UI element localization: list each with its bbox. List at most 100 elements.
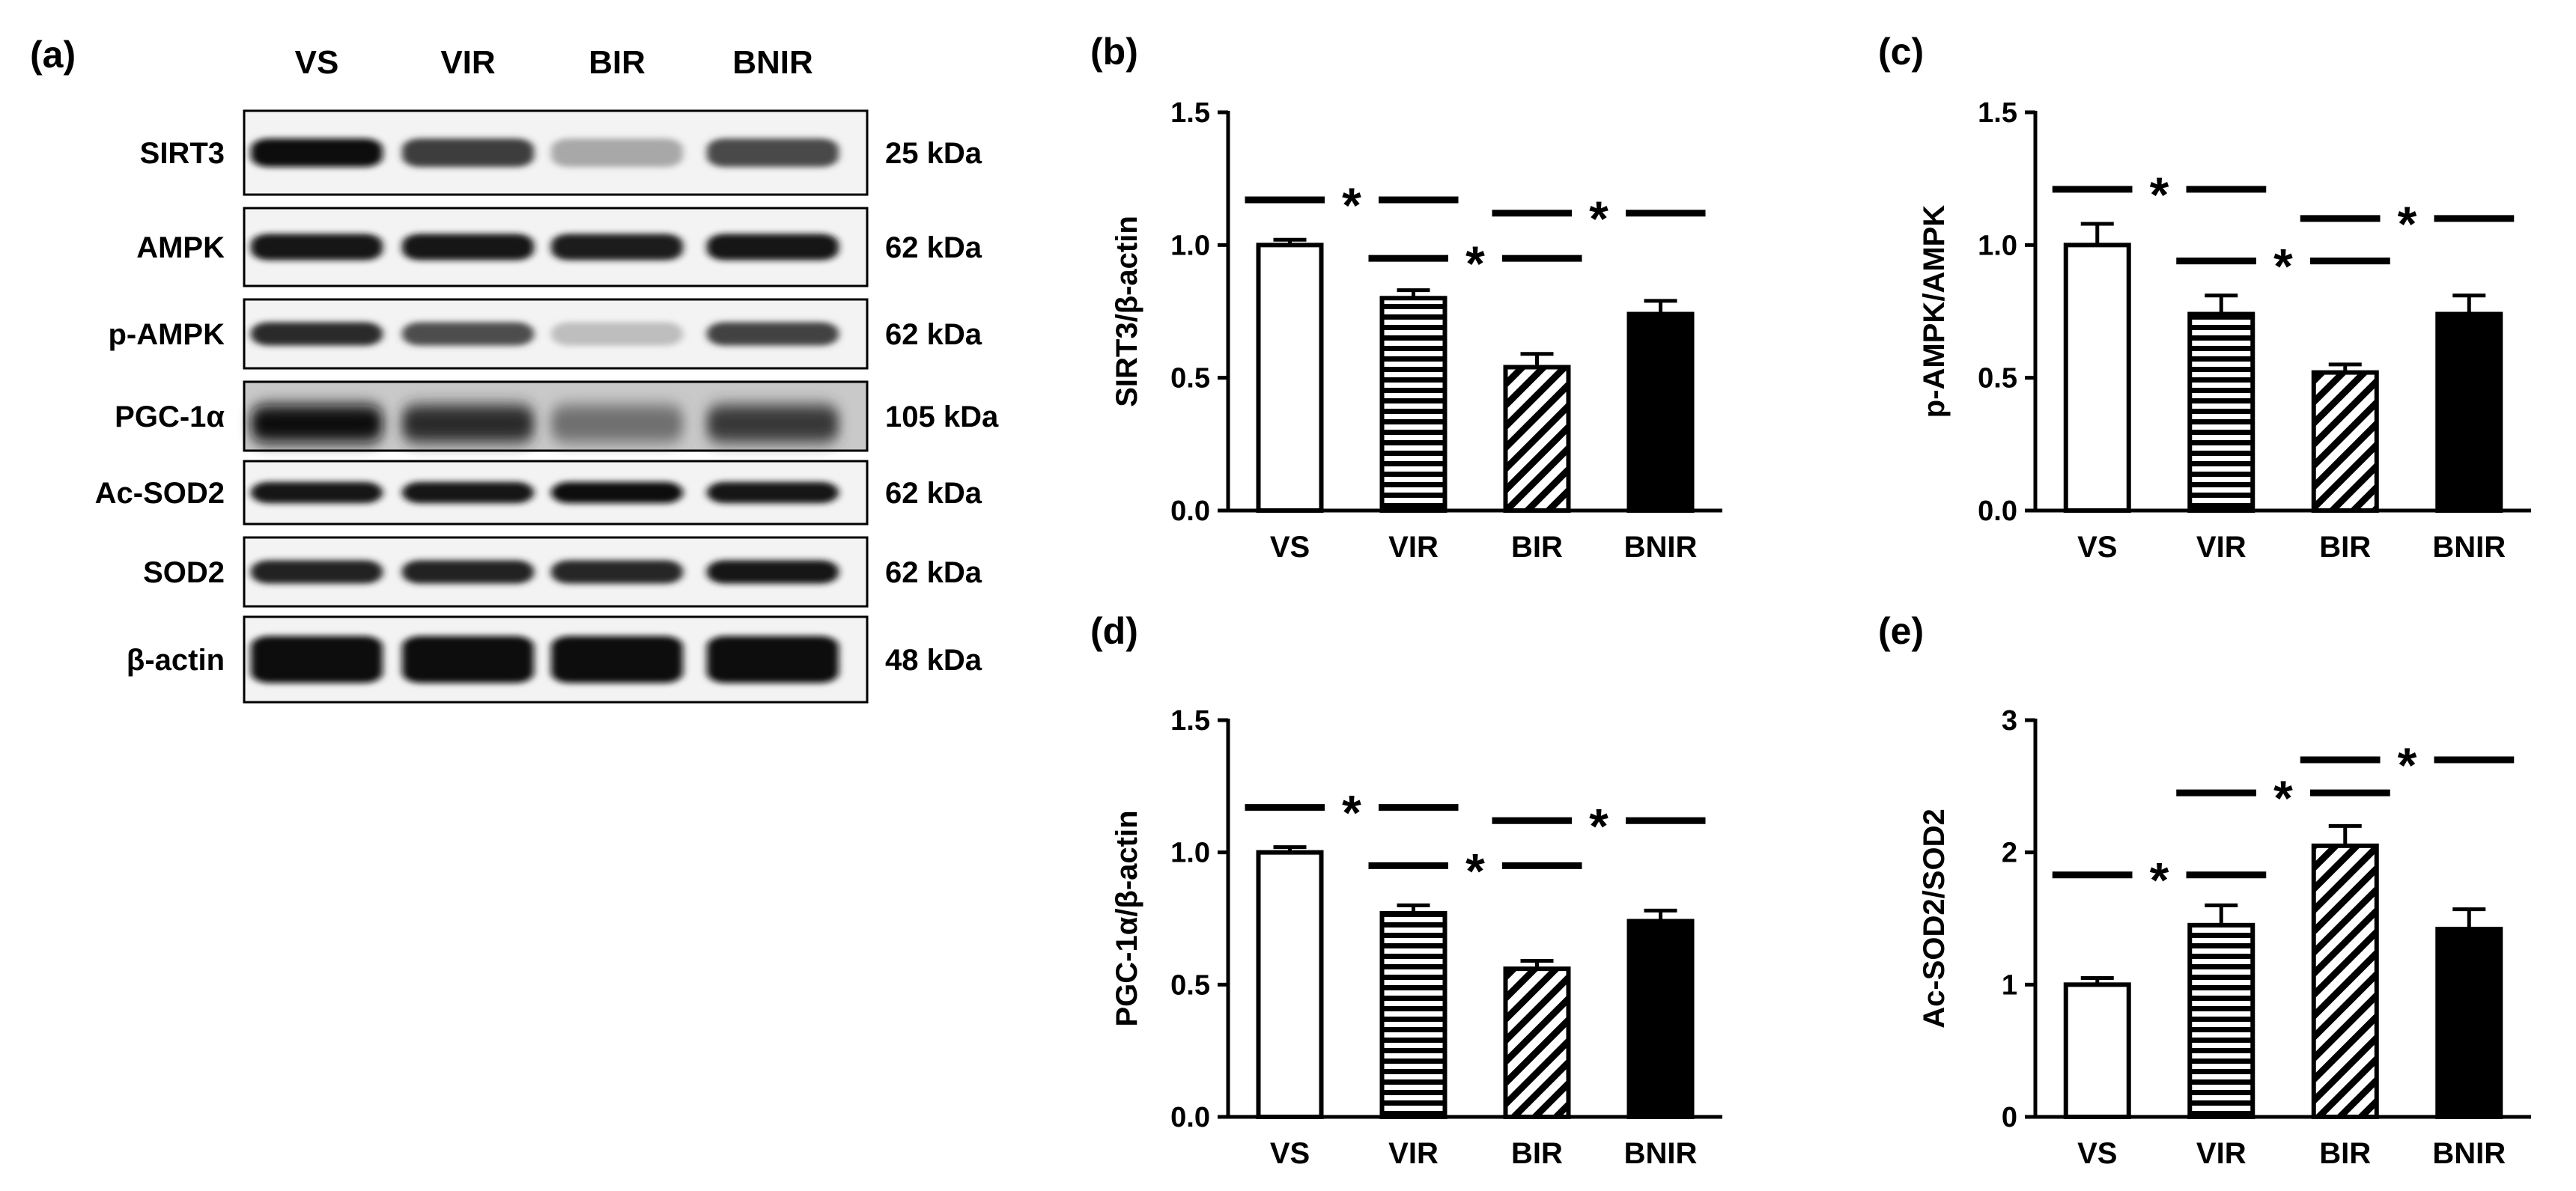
significance-star: * [1589, 798, 1609, 853]
significance-star: * [2398, 196, 2417, 252]
y-tick-label: 1.0 [1170, 230, 1210, 261]
lane-label-vir: VIR [440, 44, 495, 81]
band-bir [551, 138, 683, 168]
blot-row-size: 62 kDa [885, 318, 982, 351]
y-tick-label: 0.5 [1978, 363, 2017, 395]
significance-star: * [2150, 167, 2169, 222]
significance-star: * [2150, 853, 2169, 908]
bar-bnir [2435, 311, 2503, 513]
significance-star: * [2398, 737, 2417, 793]
lane-label-vs: VS [295, 44, 339, 81]
blot-row-size: 62 kDa [885, 231, 982, 264]
band-vir [402, 481, 534, 504]
band-vs [251, 138, 383, 168]
y-tick-label: 1.5 [1978, 97, 2017, 129]
band-bnir [707, 560, 839, 584]
blot-row-actin: β-actin 48 kDa [127, 615, 982, 704]
panel-label: (c) [1878, 31, 1924, 73]
significance-star: * [1342, 177, 1361, 233]
x-tick-label: BIR [2319, 1137, 2371, 1170]
x-tick-label: VIR [1388, 531, 1439, 564]
band-vs [251, 322, 383, 346]
band-bnir [707, 404, 839, 443]
blot-row-size: 25 kDa [885, 137, 982, 170]
band-vs [251, 404, 383, 443]
blot-row-sirt3: SIRT3 25 kDa [140, 109, 982, 196]
y-tick-label: 1.0 [1170, 838, 1210, 869]
significance-star: * [1342, 785, 1361, 841]
blot-row-size: 105 kDa [885, 400, 999, 433]
x-tick-label: BNIR [1624, 1137, 1698, 1170]
band-bir [551, 404, 683, 443]
band-bir [551, 481, 683, 504]
blot-row-size: 62 kDa [885, 556, 982, 589]
band-bnir [707, 481, 839, 504]
y-tick-label: 1.5 [1170, 97, 1210, 129]
band-bir [551, 322, 683, 346]
x-tick-label: VS [1270, 531, 1310, 564]
band-bnir [707, 322, 839, 346]
blot-row-label: p-AMPK [108, 318, 225, 351]
x-tick-label: BNIR [2432, 1137, 2506, 1170]
significance-star: * [1465, 843, 1485, 898]
blot-row-label: PGC-1α [115, 400, 225, 433]
western-blot-panel: (a) VS VIR BIR BNIR SIRT3 25 kDa AMPK 62 kDa p-… [30, 34, 999, 704]
y-tick-label: 0.5 [1170, 363, 1210, 395]
band-vir [402, 138, 534, 168]
bar-bnir [1626, 919, 1695, 1119]
blot-row-label: SIRT3 [140, 137, 225, 170]
bar-vir [2187, 922, 2255, 1120]
significance-star: * [2273, 770, 2293, 826]
blot-row-label: β-actin [127, 644, 225, 677]
x-tick-label: VIR [2196, 531, 2247, 564]
panel-label-a: (a) [30, 34, 76, 76]
y-axis-label: PGC-1α/β-actin [1111, 810, 1143, 1026]
bar-bir [1503, 365, 1571, 514]
bar-vs [1256, 243, 1324, 513]
blot-row-sod2: SOD2 62 kDa [143, 536, 982, 608]
bar-vs [1256, 850, 1324, 1119]
y-tick-label: 1.0 [1978, 230, 2017, 261]
y-axis-label: SIRT3/β-actin [1111, 216, 1143, 407]
x-tick-label: BNIR [1624, 531, 1698, 564]
bar-bnir [2435, 927, 2503, 1119]
band-vs [251, 560, 383, 584]
bar-bir [1503, 966, 1571, 1119]
band-vir [402, 560, 534, 584]
x-tick-label: VS [1270, 1137, 1310, 1170]
bar-vs [2063, 982, 2131, 1120]
band-vs [251, 481, 383, 504]
band-vs [251, 234, 383, 261]
blot-row-size: 62 kDa [885, 477, 982, 510]
blot-lane-labels: VS VIR BIR BNIR [295, 44, 813, 81]
panel-label: (d) [1090, 610, 1138, 652]
y-tick-label: 0.5 [1170, 969, 1210, 1001]
y-tick-label: 1.5 [1170, 705, 1210, 737]
chart-d-pgc1a: (d) 0.0 0.5 1.0 1.5 PGC-1α/β-actin VS VIR BIR BNI… [1090, 610, 1722, 1170]
chart-b-sirt3: (b) 0.0 0.5 1.0 1.5 SIRT3/β-actin VS VIR BIR BNIR… [1090, 31, 1722, 564]
blot-row-ampk: AMPK 62 kDa [136, 207, 982, 287]
y-tick-label: 1 [2002, 969, 2017, 1001]
x-tick-label: VIR [2196, 1137, 2247, 1170]
significance-star: * [2273, 239, 2293, 294]
band-bnir [707, 234, 839, 261]
lane-label-bnir: BNIR [732, 44, 813, 81]
bar-vs [2063, 243, 2131, 513]
blot-row-ac-sod2: Ac-SOD2 62 kDa [95, 460, 982, 526]
significance-star: * [1589, 191, 1609, 246]
x-tick-label: BIR [1511, 1137, 1563, 1170]
y-tick-label: 0.0 [1978, 496, 2017, 527]
y-tick-label: 2 [2002, 838, 2017, 869]
y-axis-label: p-AMPK/AMPK [1918, 205, 1951, 418]
lane-label-bir: BIR [589, 44, 645, 81]
bar-bnir [1626, 311, 1695, 513]
panel-label: (e) [1878, 610, 1924, 652]
band-vir [402, 404, 534, 443]
band-vs [251, 636, 383, 683]
chart-e-ac-sod2: (e) 0 1 2 3 Ac-SOD2/SOD2 VS VIR BIR BNIR * * * [1878, 610, 2531, 1170]
x-tick-label: BIR [2319, 531, 2371, 564]
x-tick-label: BNIR [2432, 531, 2506, 564]
chart-c-p-ampk: (c) 0.0 0.5 1.0 1.5 p-AMPK/AMPK VS VIR BIR BNIR * *… [1878, 31, 2531, 564]
band-vir [402, 234, 534, 261]
